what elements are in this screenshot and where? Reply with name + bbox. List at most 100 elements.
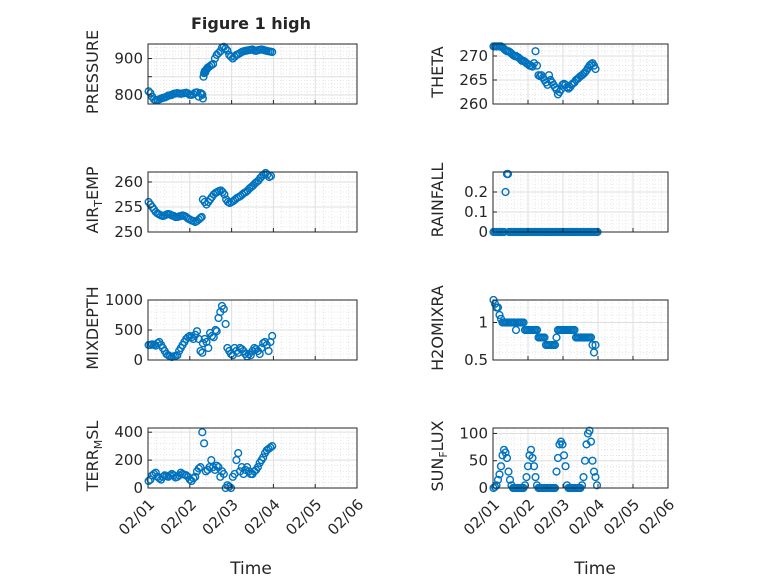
data-point xyxy=(192,327,202,336)
data-point xyxy=(200,439,209,448)
axes-box xyxy=(492,299,669,361)
figure-title: Figure 1 high xyxy=(191,14,311,33)
data-point xyxy=(532,325,542,335)
x-tick-label: 02/01 xyxy=(460,496,503,539)
y-tick-label: 0 xyxy=(478,479,488,497)
data-point xyxy=(209,59,218,69)
axes-background xyxy=(493,172,668,232)
data-point xyxy=(198,94,208,103)
x-tick-label: 02/03 xyxy=(199,496,242,539)
x-tick-label: 02/05 xyxy=(600,496,643,539)
data-point xyxy=(501,187,510,197)
subplot-5: 0.5 1 H2OMIXRA xyxy=(428,285,669,371)
data-point xyxy=(226,52,236,61)
data-point xyxy=(204,343,213,353)
y-tick-label: 900 xyxy=(114,50,143,68)
y-axis-label: MIXDEPTH xyxy=(83,286,102,369)
data-point xyxy=(266,171,276,181)
y-axis-label: H2OMIXRA xyxy=(428,285,447,371)
data-point xyxy=(196,346,205,356)
y-axis-label: AIRTEMP xyxy=(83,166,105,233)
axes-box xyxy=(147,427,358,489)
y-tick-label: 400 xyxy=(114,423,143,441)
data-point xyxy=(243,463,252,472)
data-point xyxy=(522,473,531,482)
x-tick-label: 02/06 xyxy=(324,496,367,539)
data-point xyxy=(198,339,208,348)
data-point xyxy=(220,190,229,199)
data-point xyxy=(253,463,263,472)
x-tick-label: 02/04 xyxy=(565,496,608,539)
data-point xyxy=(559,451,569,460)
y-tick-label: 0 xyxy=(478,223,488,241)
subplot-2: 250 255 260 AIRTEMP xyxy=(83,166,358,241)
data-point xyxy=(207,331,217,341)
y-tick-label: 0.2 xyxy=(464,183,488,201)
data-point xyxy=(221,319,230,329)
x-tick-label: 02/03 xyxy=(530,496,573,539)
data-point xyxy=(169,471,178,480)
y-axis-label: TERRMSL xyxy=(83,421,105,493)
axes-box xyxy=(492,427,669,489)
data-point xyxy=(196,463,205,472)
x-tick-label: 02/02 xyxy=(495,496,538,539)
data-point xyxy=(219,469,228,479)
y-tick-label: 255 xyxy=(114,198,143,216)
data-point xyxy=(523,462,533,471)
y-tick-label: 0 xyxy=(133,351,143,369)
data-point xyxy=(268,47,277,57)
data-point xyxy=(511,325,521,335)
data-point xyxy=(197,212,206,222)
data-point xyxy=(519,318,528,327)
data-point xyxy=(552,467,561,476)
y-tick-label: 1000 xyxy=(105,291,143,309)
data-point xyxy=(194,334,203,344)
data-point xyxy=(580,456,590,465)
data-point xyxy=(495,310,504,320)
data-point xyxy=(225,482,234,491)
data-point xyxy=(579,473,588,482)
subplot-0: 800 900 PRESSURE xyxy=(83,30,358,114)
y-tick-label: 50 xyxy=(469,452,488,470)
y-tick-label: 265 xyxy=(459,71,488,89)
data-point xyxy=(490,482,500,492)
y-tick-label: 260 xyxy=(114,173,143,191)
data-point xyxy=(183,333,193,342)
data-point xyxy=(529,462,539,471)
x-axis-label-right: Time xyxy=(573,559,616,579)
data-point xyxy=(266,443,275,452)
data-point xyxy=(552,333,561,342)
y-tick-label: 270 xyxy=(459,47,488,65)
data-point xyxy=(591,473,600,482)
y-tick-label: 0.1 xyxy=(464,203,488,221)
subplot-1: 260 265 270 THETA xyxy=(428,42,669,113)
data-point xyxy=(531,473,540,482)
data-point xyxy=(144,476,153,486)
data-point xyxy=(189,334,198,344)
data-point xyxy=(588,340,597,350)
data-point xyxy=(570,325,579,335)
data-point xyxy=(540,333,549,342)
data-point xyxy=(194,464,203,473)
y-tick-label: 1 xyxy=(478,314,488,332)
data-point xyxy=(198,348,207,357)
data-point xyxy=(592,481,602,490)
axes-box xyxy=(492,171,669,233)
data-point xyxy=(586,437,596,446)
y-axis-label: SUNFLUX xyxy=(428,420,450,491)
y-tick-label: 260 xyxy=(459,95,488,113)
data-point xyxy=(531,47,540,56)
axes-box xyxy=(492,43,669,105)
y-tick-label: 0 xyxy=(133,479,143,497)
x-tick-label: 02/02 xyxy=(157,496,200,539)
y-axis-label: THETA xyxy=(428,46,447,98)
data-point xyxy=(496,462,506,471)
y-tick-label: 500 xyxy=(114,321,143,339)
x-tick-label: 02/04 xyxy=(240,496,283,539)
data-point xyxy=(246,351,255,360)
data-point xyxy=(550,340,560,350)
data-point xyxy=(544,71,554,80)
